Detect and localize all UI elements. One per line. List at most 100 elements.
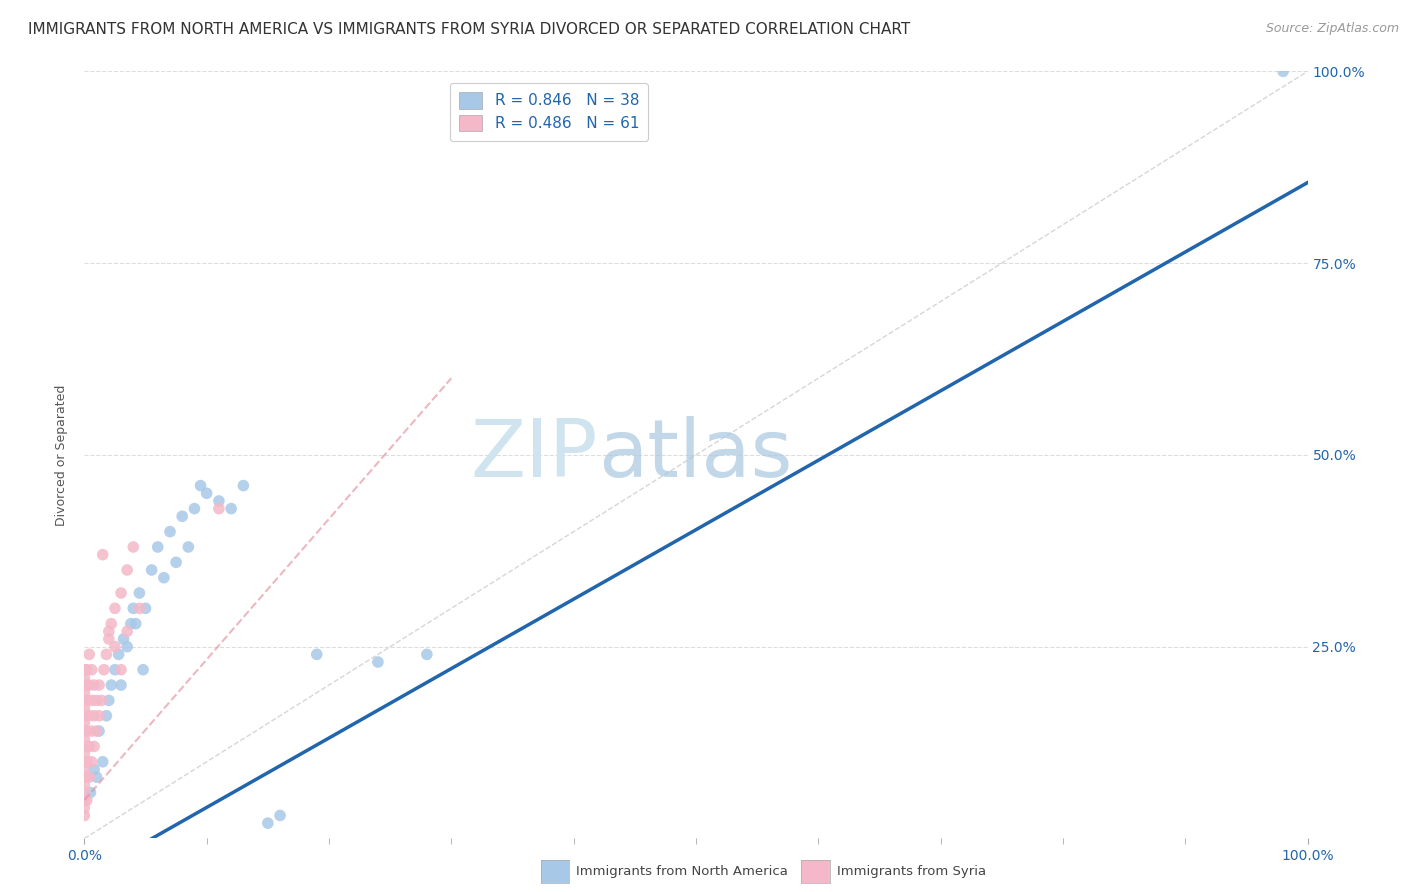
Point (76, 724, 98, 739)
Point (73, 739, 96, 754)
Point (83, 708, 105, 723)
Point (367, 655, 389, 669)
Point (79, 785, 101, 799)
Point (100, 678, 122, 692)
Point (76, 663, 98, 677)
Y-axis label: Divorced or Separated: Divorced or Separated (55, 384, 69, 525)
Point (219, 501, 242, 516)
Point (141, 563, 163, 577)
Point (73, 693, 96, 707)
Text: ZIP: ZIP (471, 416, 598, 494)
Point (76, 770, 98, 784)
Point (73, 663, 96, 677)
Point (104, 640, 127, 654)
Point (115, 640, 138, 654)
Point (73, 724, 96, 739)
Point (86, 693, 108, 707)
Point (73, 793, 96, 807)
Point (76, 678, 98, 692)
Point (77, 770, 100, 784)
Point (73, 747, 96, 761)
Point (153, 571, 176, 585)
Point (190, 478, 212, 492)
Point (86, 770, 108, 784)
Point (208, 494, 231, 508)
Point (80, 693, 103, 707)
Point (73, 731, 96, 746)
Legend: R = 0.846   N = 38, R = 0.486   N = 61: R = 0.846 N = 38, R = 0.486 N = 61 (450, 83, 648, 141)
Point (195, 486, 218, 500)
Point (177, 540, 200, 554)
Point (110, 663, 132, 677)
Point (165, 555, 187, 569)
Point (208, 501, 231, 516)
Point (83, 678, 105, 692)
Point (73, 716, 96, 731)
Point (76, 693, 98, 707)
Point (112, 632, 135, 646)
Point (76, 708, 98, 723)
Point (122, 601, 145, 615)
Point (122, 540, 145, 554)
Point (73, 808, 96, 822)
Point (90, 693, 112, 707)
Point (115, 563, 138, 577)
Point (76, 755, 98, 769)
Point (87, 708, 110, 723)
Point (73, 778, 96, 792)
Point (132, 663, 155, 677)
Point (87, 678, 110, 692)
Point (125, 616, 148, 631)
Point (172, 509, 194, 524)
Point (91, 548, 114, 562)
Point (110, 586, 132, 600)
Point (96, 708, 118, 723)
Text: Source: ZipAtlas.com: Source: ZipAtlas.com (1265, 22, 1399, 36)
Point (159, 524, 181, 539)
Point (128, 601, 150, 615)
Point (73, 701, 96, 715)
Point (73, 785, 96, 799)
Point (257, 816, 280, 830)
Point (416, 648, 439, 662)
Point (77, 739, 100, 754)
Point (232, 478, 254, 492)
Point (1272, 64, 1295, 78)
Point (128, 586, 150, 600)
Point (73, 763, 96, 777)
Point (183, 501, 205, 516)
Point (83, 763, 105, 777)
Text: atlas: atlas (598, 416, 793, 494)
Point (91, 755, 114, 769)
Point (104, 663, 127, 677)
Point (80, 755, 103, 769)
Point (73, 770, 96, 784)
Point (77, 648, 100, 662)
Point (115, 624, 138, 639)
Point (73, 686, 96, 700)
Point (73, 670, 96, 684)
Point (97, 624, 120, 639)
Text: Immigrants from North America: Immigrants from North America (576, 865, 789, 878)
Point (87, 724, 110, 739)
Point (110, 678, 132, 692)
Point (100, 616, 122, 631)
Point (80, 663, 103, 677)
Point (97, 632, 120, 646)
Point (135, 601, 157, 615)
Text: IMMIGRANTS FROM NORTH AMERICA VS IMMIGRANTS FROM SYRIA DIVORCED OR SEPARATED COR: IMMIGRANTS FROM NORTH AMERICA VS IMMIGRA… (28, 22, 910, 37)
Point (77, 678, 100, 692)
Point (107, 648, 129, 662)
Point (97, 693, 120, 707)
Point (80, 724, 103, 739)
Point (83, 739, 105, 754)
Point (73, 708, 96, 723)
Point (86, 724, 108, 739)
Point (305, 648, 328, 662)
Point (73, 755, 96, 769)
Point (76, 739, 98, 754)
Point (104, 601, 127, 615)
Point (146, 540, 169, 554)
Point (120, 616, 142, 631)
Point (76, 793, 98, 807)
